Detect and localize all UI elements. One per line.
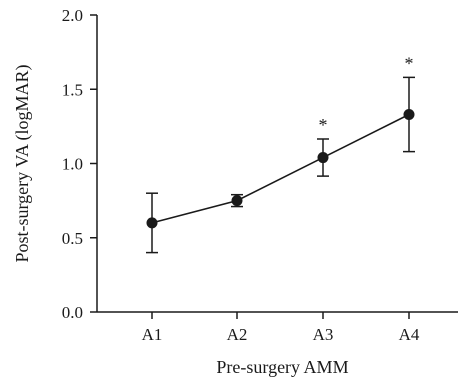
error-bars xyxy=(146,77,415,252)
significance-markers: ** xyxy=(319,53,414,135)
significance-star: * xyxy=(319,115,328,135)
y-ticks: 0.0 0.5 1.0 1.5 2.0 xyxy=(62,6,97,322)
data-points xyxy=(147,109,415,228)
y-tick-label: 2.0 xyxy=(62,6,83,25)
y-tick-label: 0.5 xyxy=(62,229,83,248)
x-tick-label: A1 xyxy=(142,325,163,344)
data-point xyxy=(404,109,415,120)
series-polyline xyxy=(152,114,409,222)
x-tick-label: A4 xyxy=(399,325,420,344)
y-tick-label: 0.0 xyxy=(62,303,83,322)
y-tick-label: 1.0 xyxy=(62,155,83,174)
data-point xyxy=(147,217,158,228)
x-ticks: A1 A2 A3 A4 xyxy=(142,312,420,344)
x-tick-label: A3 xyxy=(313,325,334,344)
x-tick-label: A2 xyxy=(227,325,248,344)
y-axis-title: Post-surgery VA (logMAR) xyxy=(12,64,33,262)
x-axis-title: Pre-surgery AMM xyxy=(216,357,348,377)
y-tick-label: 1.5 xyxy=(62,80,83,99)
significance-star: * xyxy=(405,53,414,73)
series-line xyxy=(152,114,409,222)
data-point xyxy=(318,152,329,163)
data-point xyxy=(232,195,243,206)
